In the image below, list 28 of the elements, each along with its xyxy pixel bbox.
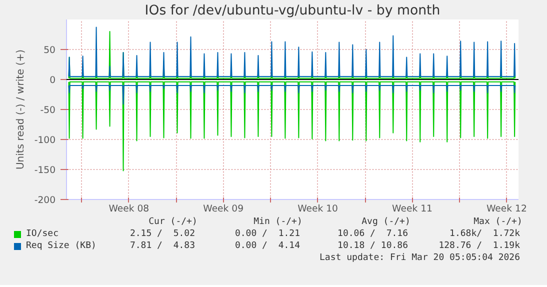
- x-tick-label: Week 11: [392, 204, 433, 214]
- y-tick-label: -100: [34, 135, 56, 146]
- text: 128.76 / 1.19k: [438, 241, 520, 252]
- text: 10.06 / 7.16: [338, 229, 408, 240]
- text: Cur (-/+): [148, 217, 198, 228]
- text: 2.15 / 5.02: [130, 229, 195, 240]
- text: Min (-/+): [254, 217, 302, 228]
- chart-title: IOs for /dev/ubuntu-vg/ubuntu-lv - by month: [144, 4, 440, 18]
- text: Max (-/+): [474, 217, 522, 228]
- text: Avg (-/+): [362, 217, 410, 228]
- text: 7.81 / 4.83: [130, 241, 195, 252]
- y-tick-label: 0: [50, 75, 56, 86]
- y-tick-label: -200: [34, 195, 56, 206]
- text: 10.18 / 10.86: [338, 241, 408, 252]
- y-tick-label: -50: [40, 105, 56, 116]
- text: 0.00 / 4.14: [234, 241, 300, 252]
- text: 1.68k/ 1.72k: [450, 229, 520, 240]
- x-tick-label: Week 10: [298, 204, 338, 214]
- y-tick-label: -150: [34, 165, 56, 176]
- y-axis-title: Units read (-) / write (+): [15, 49, 26, 170]
- legend-label: IO/sec: [26, 229, 59, 240]
- y-tick-label: 50: [44, 45, 56, 56]
- x-tick-label: Week 08: [108, 204, 150, 214]
- text: 0.00 / 1.21: [234, 229, 300, 240]
- text: Last update: Fri Mar 20 05:05:04 2026: [320, 253, 520, 264]
- legend-label: Req Size (KB): [26, 241, 96, 252]
- x-tick-label: Week 12: [486, 204, 527, 214]
- x-tick-label: Week 09: [203, 204, 244, 214]
